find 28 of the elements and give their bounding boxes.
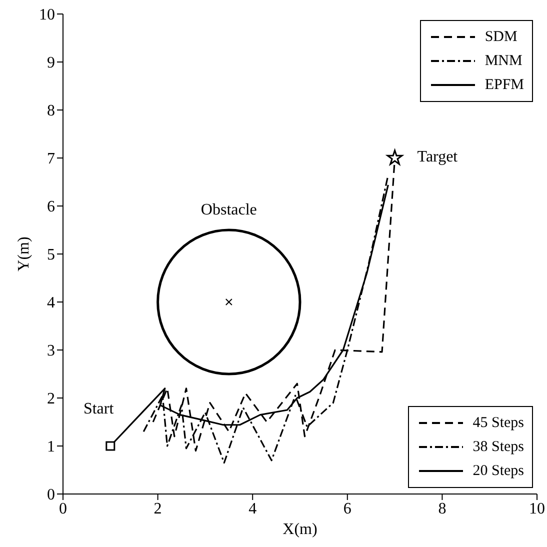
annotation: Target — [417, 148, 458, 166]
y-tick-label: 0 — [47, 486, 55, 504]
x-tick-label: 6 — [343, 500, 352, 518]
x-axis-title: X(m) — [282, 521, 318, 538]
legend-label: SDM — [484, 28, 518, 46]
y-tick-label: 4 — [47, 294, 55, 312]
annotation: Obstacle — [200, 201, 257, 218]
y-tick-label: 9 — [47, 54, 55, 72]
legend-label: MNM — [484, 52, 522, 70]
y-tick-label: 7 — [47, 150, 55, 168]
x-tick-label: 2 — [154, 500, 162, 518]
y-tick-label: 1 — [47, 438, 55, 456]
annotation: Start — [83, 400, 114, 418]
y-tick-label: 10 — [39, 6, 55, 24]
annotation: 38 Steps — [472, 438, 524, 456]
legend-label: EPFM — [484, 76, 524, 94]
x-tick-label: 0 — [59, 500, 67, 518]
y-tick-label: 2 — [47, 390, 55, 408]
x-tick-label: 4 — [248, 500, 257, 518]
y-tick-label: 3 — [47, 342, 55, 360]
x-tick-label: 8 — [438, 500, 446, 518]
annotation: 45 Steps — [472, 414, 524, 432]
y-tick-label: 5 — [47, 246, 55, 264]
y-tick-label: 6 — [47, 198, 55, 216]
y-axis-title: Y(m) — [16, 236, 33, 272]
x-tick-label: 10 — [529, 500, 545, 518]
annotation: 20 Steps — [472, 462, 524, 480]
y-tick-label: 8 — [47, 102, 55, 120]
